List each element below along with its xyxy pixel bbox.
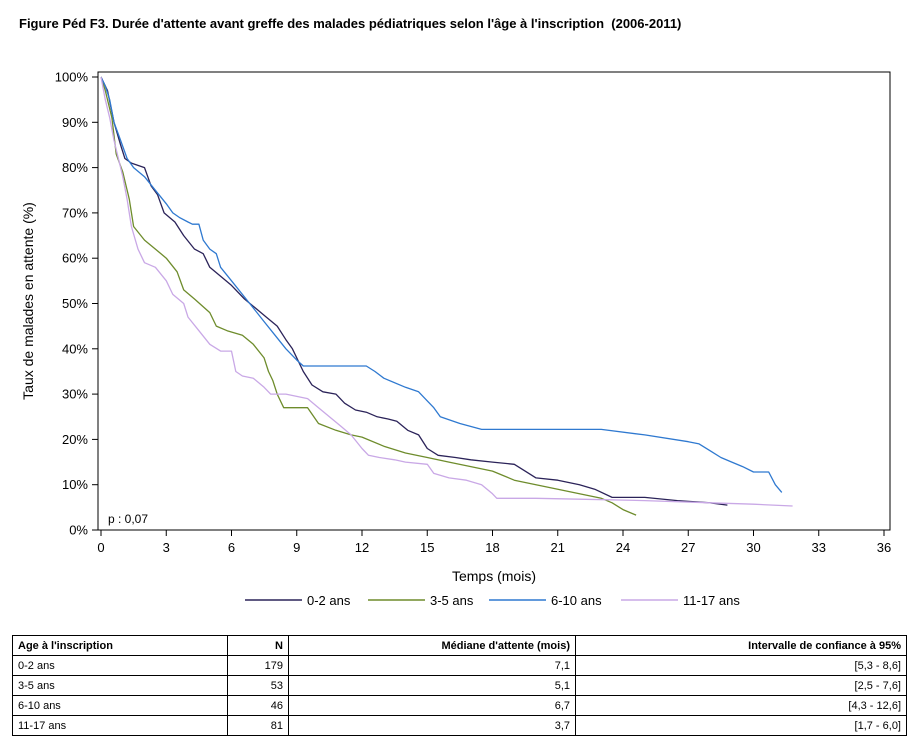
cell-median: 5,1 xyxy=(288,675,576,696)
series-line-0-2-ans xyxy=(100,76,728,506)
summary-table: Age à l'inscription N Médiane d'attente … xyxy=(12,635,907,736)
survival-chart: 0 3 6 9 12 15 18 21 24 27 30 33 36 0%10%20%30%40%50%… xyxy=(20,70,891,609)
table-row: 6-10 ans 46 6,7 [4,3 - 12,6] xyxy=(12,695,907,716)
cell-ci: [5,3 - 8,6] xyxy=(575,655,907,676)
table-row: 0-2 ans 179 7,1 [5,3 - 8,6] xyxy=(12,655,907,676)
legend-label: 0-2 ans xyxy=(307,593,351,608)
y-tick-label: 50% xyxy=(62,296,88,311)
cell-age: 6-10 ans xyxy=(12,695,228,716)
y-axis: 0% 10% 20% 30% 40% 50% 60% 70% 80% 90% 100% xyxy=(55,70,98,538)
x-tick-label: 36 xyxy=(877,540,891,555)
cell-ci: [2,5 - 7,6] xyxy=(575,675,907,696)
y-tick-label: 70% xyxy=(62,205,88,220)
y-tick-label: 0% xyxy=(69,523,88,538)
cell-ci: [1,7 - 6,0] xyxy=(575,715,907,736)
y-tick-label: 20% xyxy=(62,432,88,447)
table-row: 3-5 ans 53 5,1 [2,5 - 7,6] xyxy=(12,675,907,696)
cell-n: 46 xyxy=(227,695,289,716)
x-tick-label: 12 xyxy=(355,540,369,555)
x-axis: 0 3 6 9 12 15 18 21 24 27 30 33 36 xyxy=(97,530,891,555)
series-line-6-10-ans xyxy=(100,76,783,493)
header-age: Age à l'inscription xyxy=(12,635,228,656)
table-row: 11-17 ans 81 3,7 [1,7 - 6,0] xyxy=(12,715,907,736)
header-median: Médiane d'attente (mois) xyxy=(288,635,576,656)
x-tick-label: 9 xyxy=(293,540,300,555)
cell-n: 179 xyxy=(227,655,289,676)
cell-age: 11-17 ans xyxy=(12,715,228,736)
header-ci: Intervalle de confiance à 95% xyxy=(575,635,907,656)
cell-median: 7,1 xyxy=(288,655,576,676)
table-header-row: Age à l'inscription N Médiane d'attente … xyxy=(12,635,907,656)
x-tick-label: 15 xyxy=(420,540,434,555)
x-tick-label: 0 xyxy=(97,540,104,555)
curves-group xyxy=(100,76,793,516)
x-tick-label: 18 xyxy=(485,540,499,555)
y-tick-label: 100% xyxy=(55,70,89,85)
y-tick-label: 10% xyxy=(62,477,88,492)
cell-n: 53 xyxy=(227,675,289,696)
x-tick-label: 33 xyxy=(812,540,826,555)
cell-age: 0-2 ans xyxy=(12,655,228,676)
series-line-11-17-ans xyxy=(100,76,793,507)
legend-label: 3-5 ans xyxy=(430,593,474,608)
y-tick-label: 60% xyxy=(62,251,88,266)
cell-median: 3,7 xyxy=(288,715,576,736)
y-tick-label: 40% xyxy=(62,341,88,356)
x-tick-label: 21 xyxy=(551,540,565,555)
x-tick-label: 30 xyxy=(746,540,760,555)
legend-label: 11-17 ans xyxy=(683,593,740,608)
header-n: N xyxy=(227,635,289,656)
figure-title: Figure Péd F3. Durée d'attente avant gre… xyxy=(19,16,682,31)
legend: 0-2 ans 3-5 ans 6-10 ans 11-17 ans xyxy=(245,593,740,608)
y-tick-label: 80% xyxy=(62,160,88,175)
legend-label: 6-10 ans xyxy=(551,593,602,608)
x-tick-label: 6 xyxy=(228,540,235,555)
cell-age: 3-5 ans xyxy=(12,675,228,696)
x-tick-label: 3 xyxy=(163,540,170,555)
cell-ci: [4,3 - 12,6] xyxy=(575,695,907,716)
x-axis-label: Temps (mois) xyxy=(452,568,536,584)
cell-n: 81 xyxy=(227,715,289,736)
x-tick-label: 27 xyxy=(681,540,695,555)
y-tick-label: 30% xyxy=(62,387,88,402)
cell-median: 6,7 xyxy=(288,695,576,716)
y-axis-label: Taux de malades en attente (%) xyxy=(20,202,36,400)
x-tick-label: 24 xyxy=(616,540,630,555)
plot-frame xyxy=(97,71,891,531)
p-value-annotation: p : 0,07 xyxy=(108,512,148,526)
y-tick-label: 90% xyxy=(62,115,88,130)
